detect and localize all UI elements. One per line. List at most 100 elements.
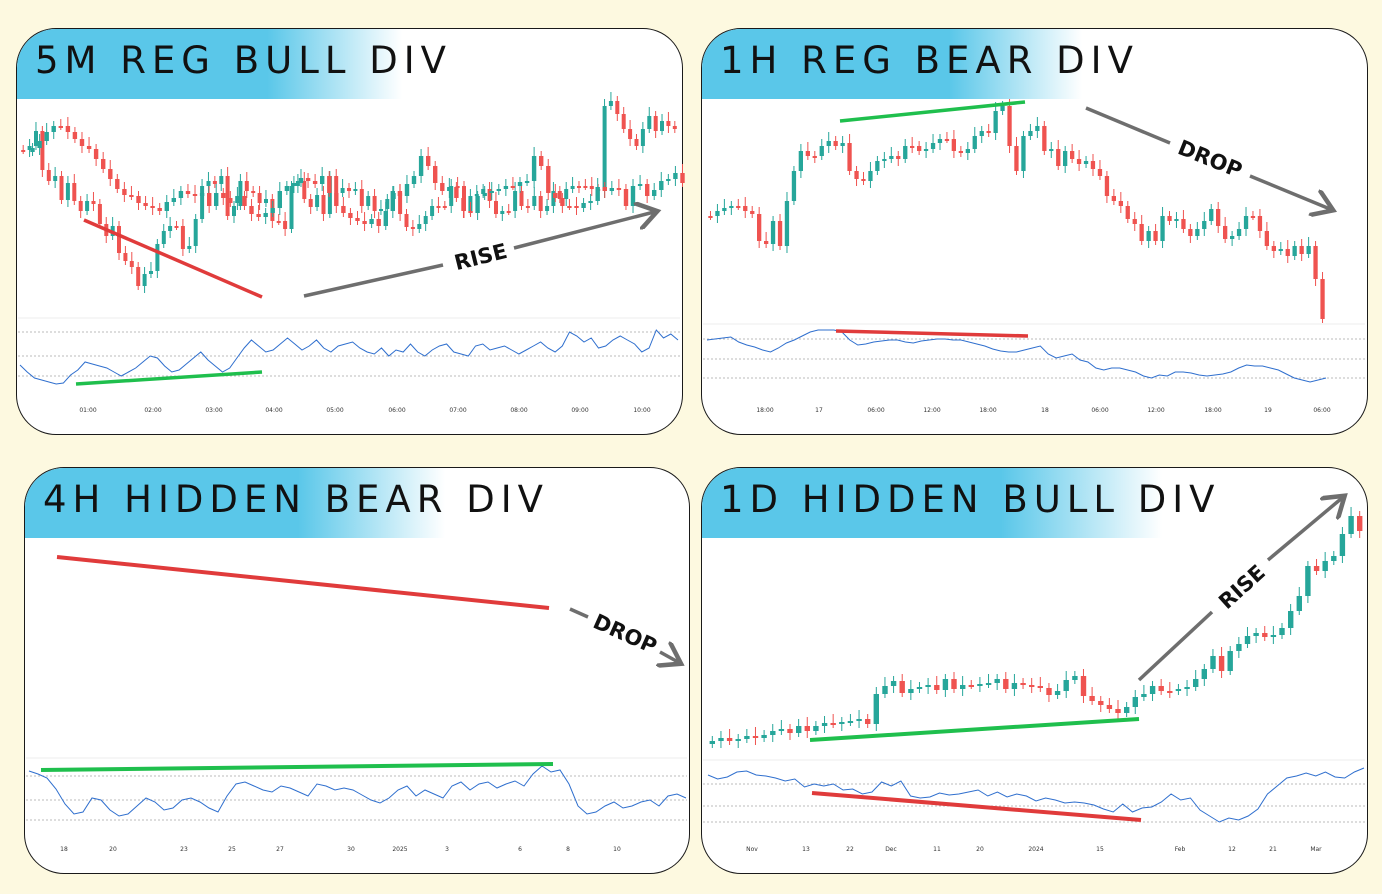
time-axis-4h: 18 20 23 25 27 30 2025 3 6 8 10 <box>60 846 621 853</box>
candlestick <box>340 179 345 197</box>
time-axis-1d: Nov 13 22 Dec 11 20 2024 15 Feb 12 21 Mar <box>746 846 1322 853</box>
candlestick <box>359 180 364 213</box>
candlestick <box>1146 226 1151 248</box>
candlestick <box>496 184 501 195</box>
candlestick <box>65 176 70 207</box>
time-tick-label: 22 <box>846 846 854 853</box>
candlestick <box>86 137 92 153</box>
candlestick <box>1167 211 1172 225</box>
candlestick <box>972 127 977 153</box>
candlestick <box>623 184 629 210</box>
candlestick <box>553 184 558 202</box>
candlestick <box>219 169 224 191</box>
time-tick-label: 06:00 <box>1091 407 1108 414</box>
candlestick <box>221 188 226 205</box>
candlestick <box>178 186 184 205</box>
time-tick-label: Dec <box>885 846 897 853</box>
candlestick <box>1210 649 1216 673</box>
candlestick <box>228 191 233 207</box>
candlestick <box>1080 669 1087 703</box>
candlestick <box>1124 702 1130 717</box>
candlestick <box>640 122 645 153</box>
arrow-label: RISE <box>1214 560 1270 614</box>
candlestick <box>1243 207 1249 236</box>
trend-arrow-head <box>1249 174 1330 209</box>
candlestick <box>1029 678 1035 693</box>
candlestick <box>1306 237 1311 258</box>
candlestick <box>1322 552 1328 578</box>
candlestick <box>821 716 828 733</box>
candlestick <box>743 197 748 218</box>
candlestick <box>353 182 358 195</box>
candlestick <box>993 102 998 140</box>
candlestick <box>468 202 473 217</box>
time-tick-label: 25 <box>228 846 236 853</box>
candlestick <box>34 122 38 150</box>
candlestick <box>1037 677 1043 692</box>
candlestick <box>889 147 894 163</box>
candlestick <box>532 187 537 210</box>
candlestick <box>1201 664 1207 686</box>
candlestick <box>136 262 141 290</box>
candlestick <box>567 199 572 210</box>
candlestick <box>557 186 562 203</box>
candlestick <box>1046 683 1052 702</box>
candlestick <box>122 182 127 202</box>
candlestick <box>283 212 288 236</box>
candlestick <box>174 221 179 230</box>
candlestick <box>40 126 45 177</box>
candlestick <box>1305 561 1311 603</box>
candlestick <box>157 203 162 215</box>
candlestick <box>53 167 58 188</box>
candlestick <box>1271 241 1276 258</box>
time-tick-label: 12:00 <box>1147 407 1164 414</box>
candlestick <box>856 710 862 728</box>
candlestick <box>93 144 99 166</box>
candlestick <box>764 232 769 248</box>
candlestick <box>958 146 963 157</box>
candlestick <box>115 174 120 193</box>
candlestick <box>418 149 424 183</box>
candlestick <box>1348 507 1354 538</box>
candlestick <box>369 214 374 228</box>
candlestick <box>979 126 984 143</box>
time-tick-label: 02:00 <box>144 407 161 414</box>
candlestick <box>97 199 102 228</box>
rsi-divergence-line <box>40 762 554 772</box>
candlestick <box>861 172 866 185</box>
candlestick <box>72 174 77 205</box>
candlestick <box>986 124 991 137</box>
candlestick <box>602 182 607 198</box>
candlestick <box>804 717 810 738</box>
candlestick <box>602 99 607 198</box>
time-tick-label: 17 <box>815 407 823 414</box>
candlestick <box>192 185 198 203</box>
candlestick <box>538 191 543 218</box>
candlestick <box>680 164 685 187</box>
candlestick <box>916 682 923 693</box>
candlestick <box>951 672 957 693</box>
candlestick <box>942 674 949 697</box>
time-tick-label: 19 <box>1264 407 1272 414</box>
candlestick <box>348 208 353 225</box>
candlestick <box>430 199 435 220</box>
candlestick <box>1089 687 1095 705</box>
candlestick <box>320 167 325 191</box>
time-tick-label: 30 <box>347 846 355 853</box>
candlestick <box>545 199 550 215</box>
price-divergence-line <box>83 218 263 299</box>
candlestick <box>830 714 836 728</box>
candlestick <box>302 172 307 203</box>
candlestick <box>1021 131 1026 178</box>
candlestick <box>308 194 313 214</box>
candlestick <box>1236 222 1242 240</box>
candlestick <box>994 674 1000 690</box>
candlestick <box>923 142 929 158</box>
candlestick <box>1070 144 1075 163</box>
time-tick-label: 27 <box>276 846 284 853</box>
candlestick <box>1175 684 1182 695</box>
candlestick <box>791 166 797 205</box>
candlestick <box>500 206 505 221</box>
candlestick <box>595 178 600 205</box>
candlestick <box>744 729 750 743</box>
